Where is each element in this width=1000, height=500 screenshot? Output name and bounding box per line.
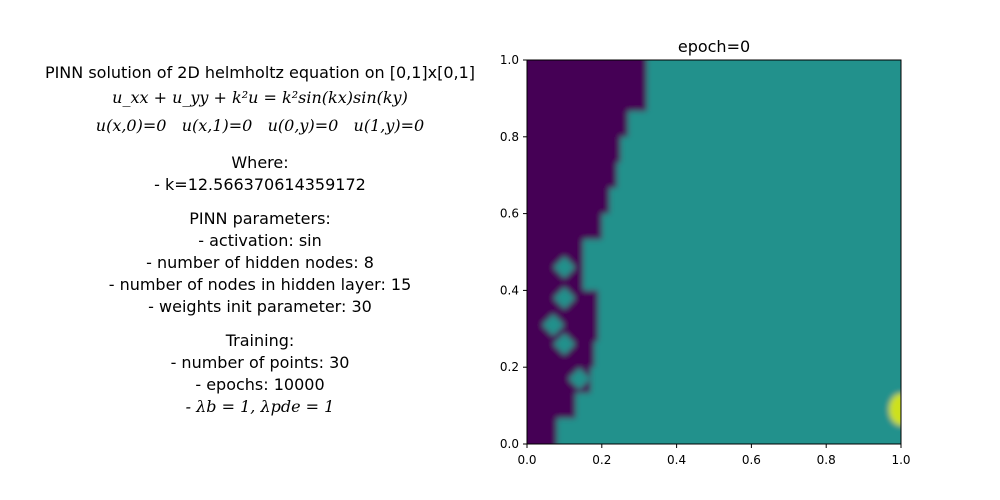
x-tick-label: 0.0	[517, 453, 536, 467]
k-value: - k=12.566370614359172	[154, 175, 366, 194]
heatmap-island-1	[553, 287, 576, 310]
y-tick-label: 0.4	[500, 283, 519, 297]
x-tick-label: 0.6	[742, 453, 761, 467]
heatmap-island-4	[568, 367, 591, 390]
plot-frame	[526, 59, 902, 445]
boundary-conditions: u(x,0)=0 u(x,1)=0 u(0,y)=0 u(1,y)=0	[95, 116, 425, 135]
y-tick-label: 0.2	[500, 360, 519, 374]
x-axis: 0.0 0.2 0.4 0.6 0.8 1.0	[517, 444, 911, 467]
description-panel: PINN solution of 2D helmholtz equation o…	[0, 62, 520, 418]
y-tick-label: 0.8	[500, 130, 519, 144]
heatmap-island-3	[553, 333, 576, 356]
figure-title: PINN solution of 2D helmholtz equation o…	[44, 63, 476, 82]
weights-init-param: - weights init parameter: 30	[148, 297, 372, 316]
x-tick-label: 1.0	[891, 453, 910, 467]
activation-param: - activation: sin	[198, 231, 322, 250]
pinn-parameters-header: PINN parameters:	[189, 209, 331, 228]
epochs-param: - epochs: 10000	[195, 375, 325, 394]
x-tick-label: 0.8	[817, 453, 836, 467]
y-axis: 0.0 0.2 0.4 0.6 0.8 1.0	[500, 53, 527, 451]
training-header: Training:	[225, 331, 295, 350]
y-tick-label: 1.0	[500, 53, 519, 67]
nodes-in-layer-param: - number of nodes in hidden layer: 15	[108, 275, 412, 294]
heatmap-island-2	[542, 313, 565, 336]
num-points-param: - number of points: 30	[170, 353, 350, 372]
plot-area	[527, 60, 901, 444]
y-tick-label: 0.0	[500, 437, 519, 451]
x-tick-label: 0.2	[592, 453, 611, 467]
heatmap-field	[527, 60, 901, 444]
heatmap-hotspot	[889, 393, 901, 426]
x-tick-label: 0.4	[667, 453, 686, 467]
y-tick-label: 0.6	[500, 207, 519, 221]
chart-title: epoch=0	[678, 37, 750, 56]
helmholtz-equation: u_xx + u_yy + k²u = k²sin(kx)sin(ky)	[112, 88, 408, 107]
lambda-params: - λb = 1, λpde = 1	[185, 397, 335, 416]
hidden-nodes-param: - number of hidden nodes: 8	[146, 253, 374, 272]
heatmap-low-region	[527, 60, 647, 444]
where-header: Where:	[231, 153, 289, 172]
heatmap-island-0	[553, 256, 576, 279]
